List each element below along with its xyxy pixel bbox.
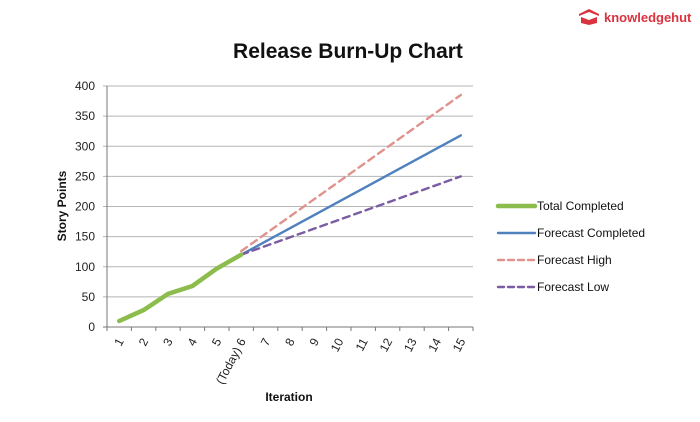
legend-label: Total Completed: [537, 199, 624, 213]
y-tick-label: 350: [75, 109, 95, 123]
y-tick-label: 0: [88, 320, 95, 334]
series-line-forecast-high: [239, 93, 462, 253]
x-tick-label: 9: [307, 336, 323, 349]
series-line-forecast-completed: [239, 134, 462, 256]
y-tick-label: 200: [75, 200, 95, 214]
x-tick-label: 15: [450, 336, 469, 355]
x-tick-label: 8: [282, 336, 298, 349]
x-tick-label: 2: [136, 336, 152, 349]
series-line-forecast-low: [239, 175, 462, 256]
y-axis-title: Story Points: [55, 170, 69, 241]
y-tick-label: 300: [75, 139, 95, 153]
legend-label: Forecast High: [537, 253, 612, 267]
x-tick-label: 11: [353, 336, 371, 354]
plot-area: [116, 93, 462, 324]
y-tick-label: 400: [75, 79, 95, 93]
y-tick-label: 250: [75, 169, 95, 183]
x-axis: 1 2 3 4 5(Today) 6 7 8 9 10 11 12 13 14 15: [106, 327, 474, 387]
chart-title: Release Burn-Up Chart: [233, 40, 463, 63]
x-tick-label: 4: [185, 336, 201, 349]
x-tick-label: 12: [377, 336, 396, 355]
brand-logo: knowledgehut: [578, 8, 691, 26]
x-tick-label: 5: [209, 336, 225, 349]
legend-label: Forecast Low: [537, 280, 609, 294]
y-tick-label: 50: [82, 290, 96, 304]
knowledgehut-logo-icon: [579, 9, 599, 25]
legend-label: Forecast Completed: [537, 226, 645, 240]
brand-name: knowledgehut: [604, 9, 692, 25]
x-tick-label: 1: [111, 336, 127, 349]
x-axis-title: Iteration: [265, 390, 312, 404]
series-line-total-completed: [116, 252, 244, 324]
x-tick-label: 14: [425, 336, 444, 355]
y-tick-label: 100: [75, 260, 95, 274]
grid: [103, 85, 473, 328]
y-tick-label: 150: [75, 230, 95, 244]
x-tick-label: 13: [401, 336, 420, 355]
x-tick-label: 3: [160, 336, 176, 349]
x-tick-label: 7: [258, 336, 274, 349]
y-axis: 0 50 100 150 200 250 300 350 400: [75, 79, 108, 334]
legend: Total Completed Forecast Completed Forecas…: [495, 199, 645, 294]
x-tick-label: 10: [328, 336, 347, 355]
